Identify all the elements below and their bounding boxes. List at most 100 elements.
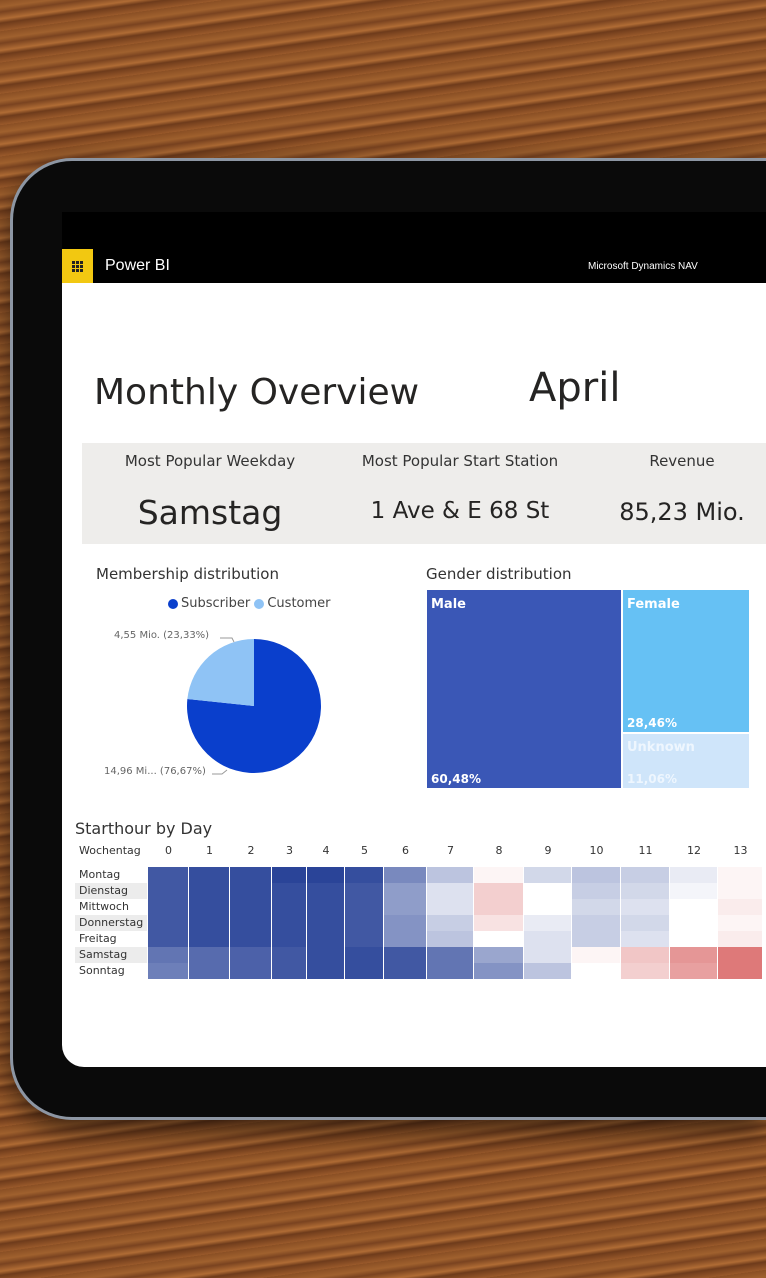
heatmap-cell[interactable]	[345, 883, 383, 899]
heatmap-cell[interactable]	[148, 931, 188, 947]
heatmap-cell[interactable]	[384, 899, 426, 915]
heatmap-cell[interactable]	[272, 899, 306, 915]
heatmap-cell[interactable]	[718, 899, 762, 915]
heatmap-cell[interactable]	[345, 915, 383, 931]
heatmap-cell[interactable]	[384, 963, 426, 979]
heatmap-cell[interactable]	[384, 867, 426, 883]
pie-slice-subscriber[interactable]	[186, 639, 321, 773]
heatmap-cell[interactable]	[230, 899, 271, 915]
heatmap-cell[interactable]	[474, 931, 523, 947]
heatmap-cell[interactable]	[524, 899, 571, 915]
legend-item-customer[interactable]: Customer	[254, 596, 331, 611]
heatmap-cell[interactable]	[572, 915, 620, 931]
heatmap-cell[interactable]	[427, 963, 473, 979]
heatmap-cell[interactable]	[345, 867, 383, 883]
heatmap-cell[interactable]	[272, 883, 306, 899]
heatmap-cell[interactable]	[189, 931, 229, 947]
heatmap-cell[interactable]	[345, 899, 383, 915]
heatmap-cell[interactable]	[474, 899, 523, 915]
heatmap-cell[interactable]	[572, 947, 620, 963]
heatmap-cell[interactable]	[148, 883, 188, 899]
heatmap-cell[interactable]	[670, 931, 717, 947]
heatmap-cell[interactable]	[307, 883, 344, 899]
heatmap-cell[interactable]	[307, 963, 344, 979]
heatmap-cell[interactable]	[189, 915, 229, 931]
heatmap-cell[interactable]	[189, 899, 229, 915]
heatmap-cell[interactable]	[384, 931, 426, 947]
heatmap-cell[interactable]	[474, 915, 523, 931]
heatmap-cell[interactable]	[427, 899, 473, 915]
heatmap-cell[interactable]	[474, 947, 523, 963]
heatmap-cell[interactable]	[621, 947, 669, 963]
heatmap-cell[interactable]	[718, 931, 762, 947]
heatmap-cell[interactable]	[670, 915, 717, 931]
heatmap-cell[interactable]	[230, 867, 271, 883]
heatmap-cell[interactable]	[272, 931, 306, 947]
heatmap-cell[interactable]	[148, 963, 188, 979]
heatmap-cell[interactable]	[474, 867, 523, 883]
heatmap-cell[interactable]	[230, 963, 271, 979]
heatmap-cell[interactable]	[307, 931, 344, 947]
heatmap-cell[interactable]	[307, 947, 344, 963]
heatmap-cell[interactable]	[307, 899, 344, 915]
heatmap-cell[interactable]	[384, 883, 426, 899]
heatmap-cell[interactable]	[621, 883, 669, 899]
heatmap-cell[interactable]	[427, 883, 473, 899]
heatmap-cell[interactable]	[524, 915, 571, 931]
treemap-male[interactable]: Male 60,48%	[427, 590, 621, 788]
heatmap-cell[interactable]	[670, 899, 717, 915]
heatmap-cell[interactable]	[621, 963, 669, 979]
heatmap-cell[interactable]	[230, 883, 271, 899]
app-launcher-grid-icon[interactable]	[62, 249, 93, 283]
heatmap-cell[interactable]	[230, 947, 271, 963]
heatmap-cell[interactable]	[307, 867, 344, 883]
heatmap-cell[interactable]	[272, 947, 306, 963]
heatmap-cell[interactable]	[621, 899, 669, 915]
heatmap-cell[interactable]	[307, 915, 344, 931]
heatmap-cell[interactable]	[148, 915, 188, 931]
heatmap-cell[interactable]	[384, 947, 426, 963]
heatmap-cell[interactable]	[189, 963, 229, 979]
heatmap-cell[interactable]	[148, 947, 188, 963]
heatmap-cell[interactable]	[670, 963, 717, 979]
heatmap-cell[interactable]	[718, 947, 762, 963]
heatmap-cell[interactable]	[189, 867, 229, 883]
heatmap-cell[interactable]	[427, 947, 473, 963]
heatmap-cell[interactable]	[272, 867, 306, 883]
heatmap-cell[interactable]	[427, 867, 473, 883]
heatmap-cell[interactable]	[189, 947, 229, 963]
heatmap-cell[interactable]	[148, 867, 188, 883]
heatmap-cell[interactable]	[718, 883, 762, 899]
heatmap-cell[interactable]	[572, 867, 620, 883]
heatmap-cell[interactable]	[427, 915, 473, 931]
legend-item-subscriber[interactable]: Subscriber	[168, 596, 250, 611]
heatmap-cell[interactable]	[272, 915, 306, 931]
heatmap-cell[interactable]	[148, 899, 188, 915]
treemap-unknown[interactable]: Unknown 11,06%	[623, 734, 749, 788]
heatmap-cell[interactable]	[230, 931, 271, 947]
heatmap-cell[interactable]	[384, 915, 426, 931]
heatmap-cell[interactable]	[524, 947, 571, 963]
pie-slice-customer[interactable]	[187, 639, 254, 706]
heatmap-cell[interactable]	[345, 963, 383, 979]
heatmap-cell[interactable]	[621, 931, 669, 947]
heatmap-cell[interactable]	[524, 867, 571, 883]
heatmap-cell[interactable]	[572, 883, 620, 899]
heatmap-cell[interactable]	[230, 915, 271, 931]
heatmap-cell[interactable]	[670, 947, 717, 963]
heatmap-cell[interactable]	[189, 883, 229, 899]
heatmap-cell[interactable]	[524, 963, 571, 979]
heatmap-cell[interactable]	[474, 963, 523, 979]
heatmap-cell[interactable]	[670, 867, 717, 883]
heatmap-cell[interactable]	[345, 947, 383, 963]
heatmap-cell[interactable]	[572, 963, 620, 979]
heatmap-cell[interactable]	[345, 931, 383, 947]
heatmap-cell[interactable]	[524, 931, 571, 947]
heatmap-cell[interactable]	[718, 963, 762, 979]
heatmap-cell[interactable]	[524, 883, 571, 899]
heatmap-cell[interactable]	[718, 867, 762, 883]
heatmap-cell[interactable]	[474, 883, 523, 899]
heatmap-cell[interactable]	[572, 899, 620, 915]
heatmap-cell[interactable]	[272, 963, 306, 979]
heatmap-cell[interactable]	[621, 915, 669, 931]
